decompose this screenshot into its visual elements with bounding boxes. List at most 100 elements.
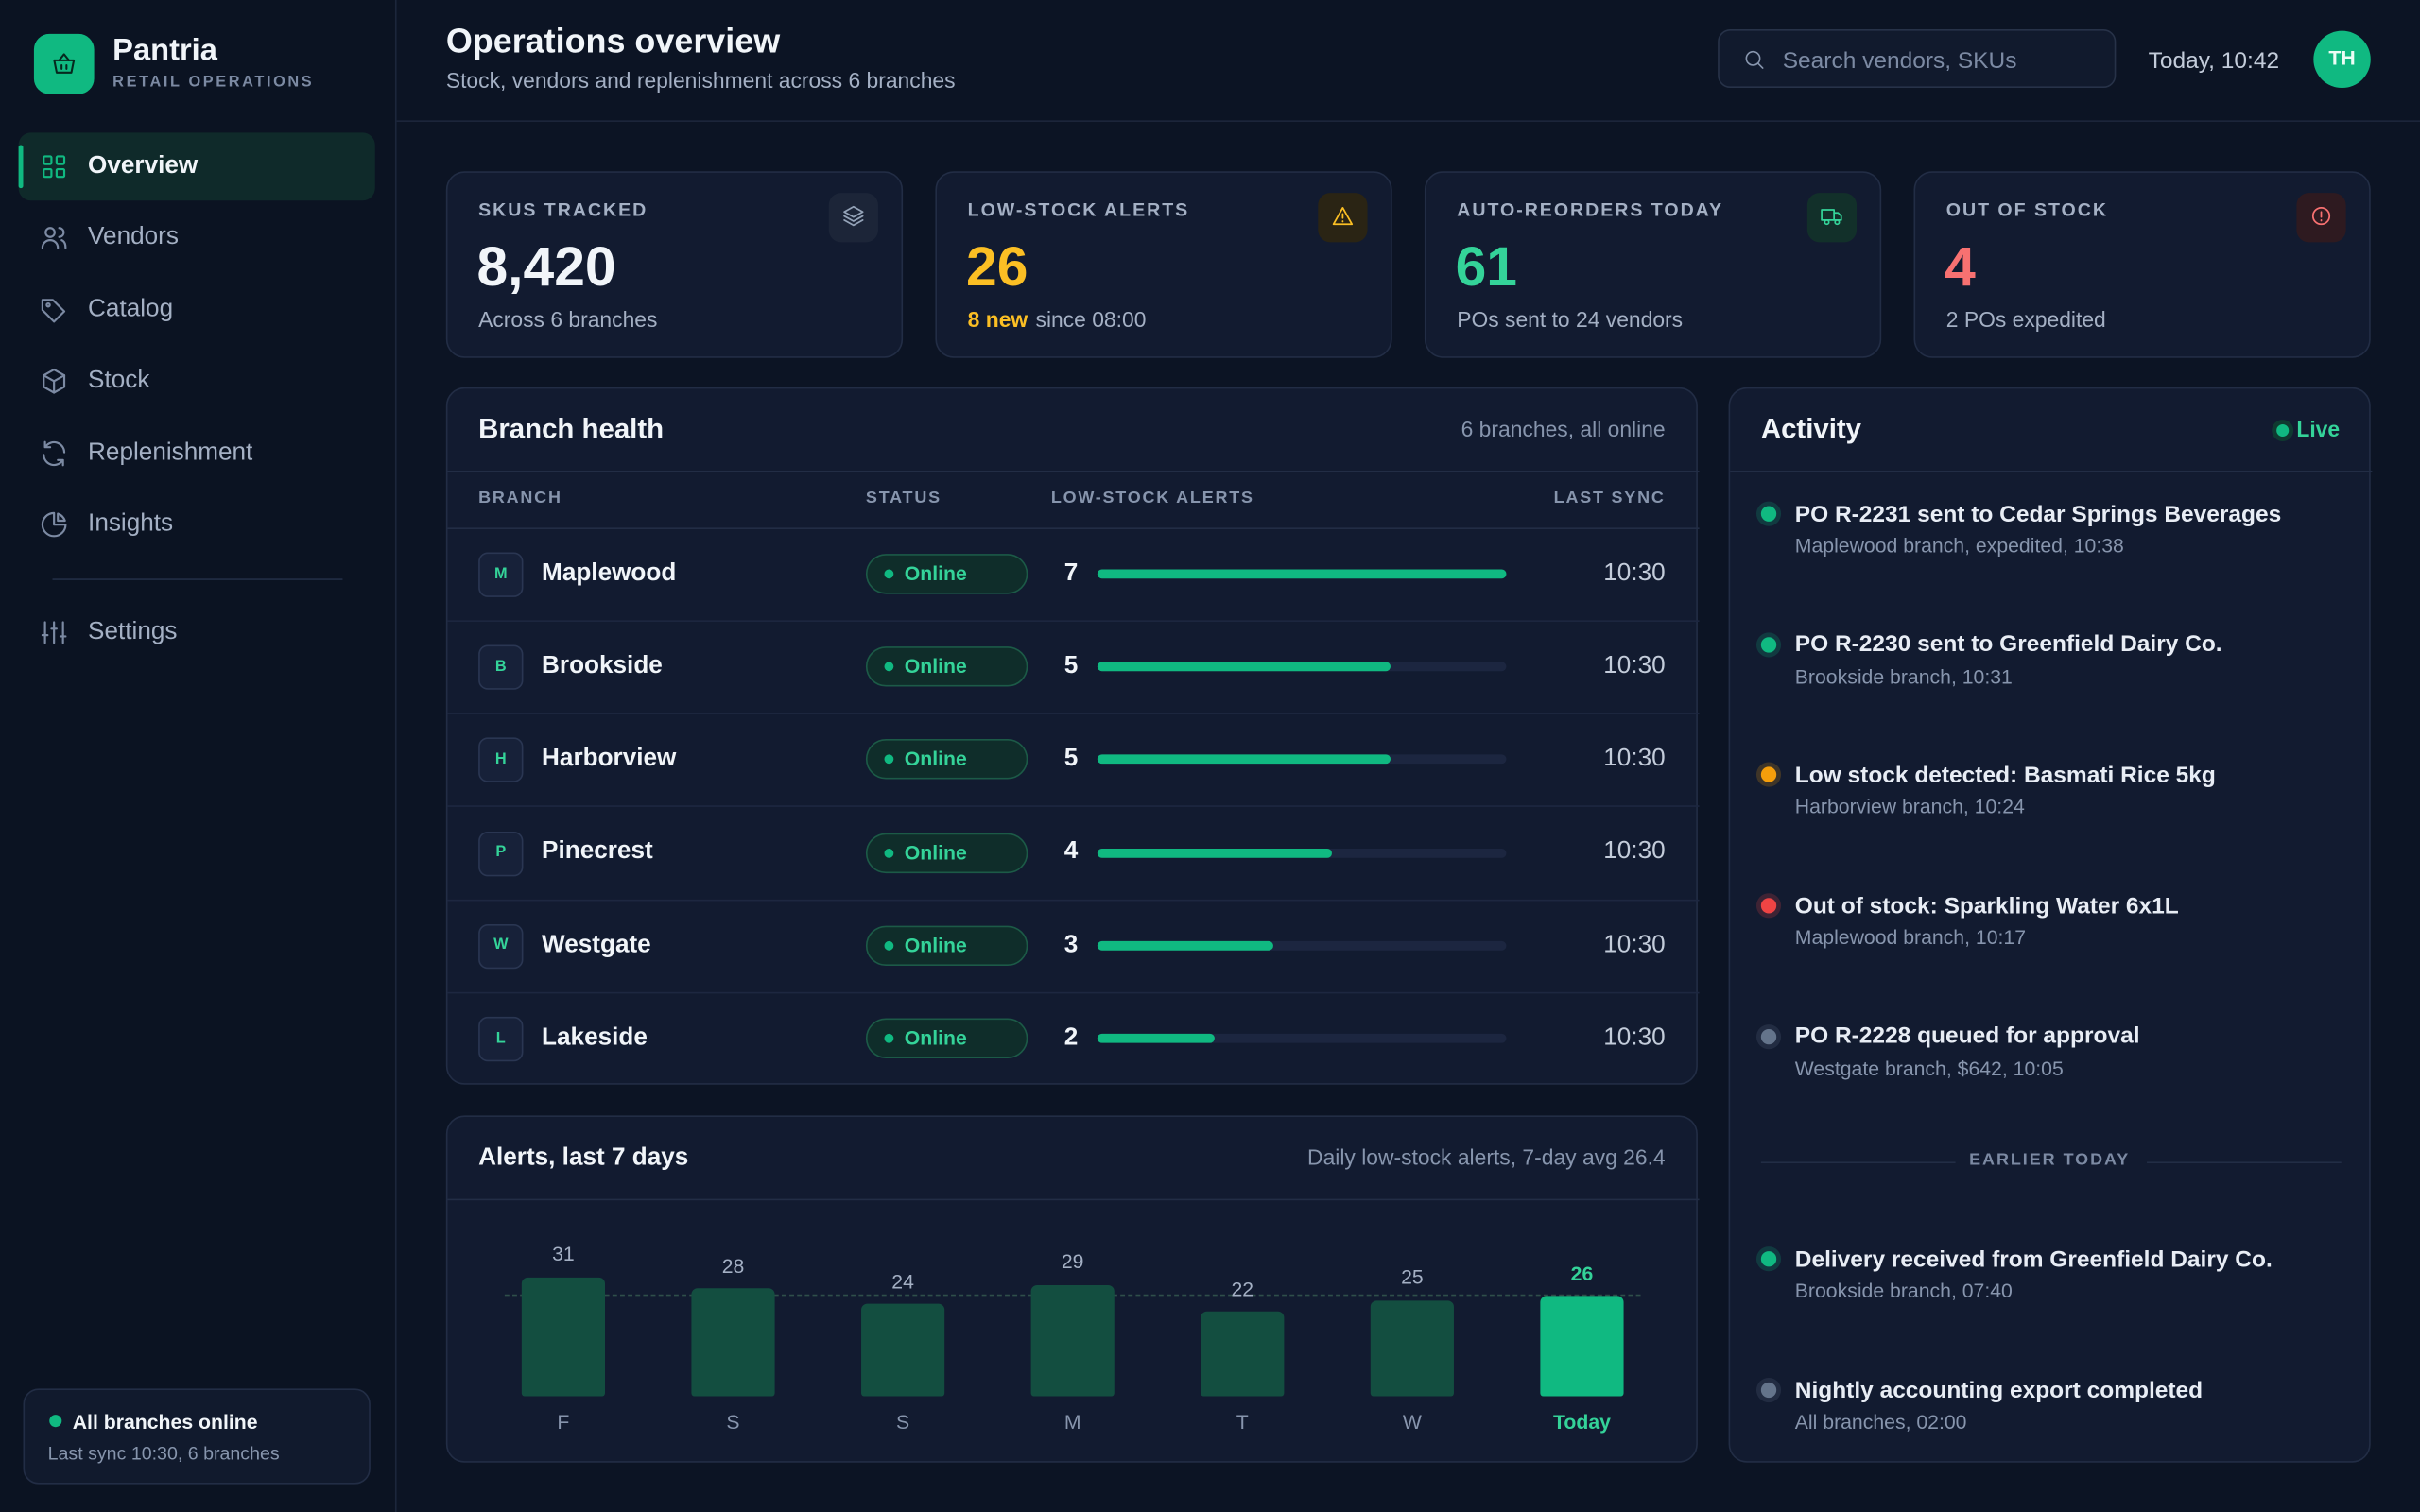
column-header: LOW-STOCK ALERTS [1050, 490, 1254, 508]
kpi-detail: 2 POs expedited [1945, 307, 2106, 333]
kpi-value: 8,420 [476, 233, 616, 298]
kpi-icon [1332, 206, 1354, 226]
status-dot [884, 1033, 894, 1043]
branch-badge [478, 923, 524, 969]
status-pill [865, 554, 1028, 594]
status-label: Online [904, 654, 967, 678]
page-subtitle: Stock, vendors and replenishment across … [445, 68, 956, 94]
status-dot [884, 848, 894, 858]
alert-bar [1097, 569, 1507, 579]
card-title: Activity [1760, 414, 1862, 445]
alert-bar [1097, 1033, 1215, 1043]
search-placeholder: Search vendors, SKUs [1782, 46, 2017, 74]
alert-count: 5 [1063, 652, 1079, 679]
avatar-initials: TH [2328, 46, 2356, 71]
bar-value: 24 [891, 1269, 914, 1293]
alert-count: 4 [1063, 838, 1079, 865]
alert-count: 2 [1063, 1023, 1079, 1051]
status-label: Online [904, 747, 967, 771]
last-sync: 10:30 [1603, 559, 1666, 587]
live-dot [2276, 423, 2290, 438]
activity-detail: Maplewood branch, expedited, 10:38 [1794, 533, 2124, 558]
row-divider [447, 620, 1700, 622]
logo-icon [53, 53, 76, 74]
branch-badge [478, 1016, 524, 1062]
kpi-detail: Across 6 branches [478, 307, 658, 333]
kpi-value: 26 [966, 233, 1028, 298]
nav-icon [41, 621, 67, 644]
activity-title: PO R-2228 queued for approval [1794, 1022, 2140, 1050]
activity-dot [1760, 1028, 1777, 1044]
nav-item[interactable] [19, 490, 375, 558]
kpi-icon [2311, 206, 2331, 226]
kpi-card: LOW-STOCK ALERTS 26 8 new since 08:00 [935, 171, 1392, 358]
search[interactable] [1718, 29, 2117, 89]
card-divider [1730, 470, 2373, 472]
bar [1540, 1296, 1624, 1397]
kpi-value: 61 [1455, 233, 1517, 298]
card-title: Alerts, last 7 days [478, 1144, 689, 1171]
kpi-label: SKUS TRACKED [478, 198, 648, 220]
nav-label: Replenishment [88, 438, 253, 466]
bar-category: F [557, 1410, 570, 1434]
bar [1030, 1284, 1115, 1397]
card-divider [447, 1198, 1700, 1201]
branch-name: Harborview [542, 745, 677, 772]
nav-icon [41, 227, 67, 249]
alert-bar [1097, 755, 1391, 765]
sidebar [0, 0, 397, 1512]
branch-initial: M [493, 565, 508, 583]
nav-active-bar [18, 145, 24, 189]
status-label: Online [904, 933, 967, 956]
branch-health-card: Branch health 6 branches, all online BRANC… [445, 387, 1700, 1085]
nav-item[interactable] [19, 276, 375, 344]
bar-value: 31 [552, 1242, 575, 1266]
bar-category: Today [1552, 1410, 1611, 1434]
bar-category: T [1236, 1410, 1249, 1434]
bar-value: 26 [1570, 1262, 1594, 1285]
kpi-card: SKUS TRACKED 8,420 Across 6 branches [445, 171, 904, 358]
brand: Pantria [112, 33, 217, 68]
status-dot [884, 755, 894, 765]
bar [691, 1288, 775, 1397]
status-pill [865, 832, 1028, 873]
nav-item[interactable] [18, 132, 375, 201]
bar-value: 22 [1231, 1277, 1254, 1301]
activity-title: Delivery received from Greenfield Dairy … [1794, 1246, 2273, 1273]
kpi-card: OUT OF STOCK 4 2 POs expedited [1913, 171, 2371, 358]
activity-dot [1760, 767, 1777, 783]
alert-bar [1097, 662, 1391, 672]
nav-item[interactable] [19, 204, 375, 272]
divider-label: EARLIER TODAY [1969, 1151, 2131, 1171]
clock: Today, 10:42 [2148, 46, 2280, 74]
divider-line [1760, 1161, 1956, 1164]
activity-detail: Brookside branch, 10:31 [1794, 664, 2013, 688]
page-title: Operations overview [445, 21, 781, 60]
branch-name: Lakeside [542, 1023, 648, 1051]
branch-badge [478, 644, 524, 691]
nav-item[interactable] [19, 598, 375, 666]
branch-badge [478, 552, 524, 597]
avatar[interactable] [2313, 30, 2371, 89]
alerts-chart-card: Alerts, last 7 days Daily low-stock alert… [445, 1115, 1700, 1463]
kpi-highlight: 8 new [967, 307, 1028, 333]
tagline: RETAIL OPERATIONS [112, 74, 315, 92]
activity-dot [1760, 898, 1777, 914]
row-divider [447, 805, 1700, 808]
nav-label: Settings [88, 618, 178, 645]
branch-badge [478, 831, 524, 876]
activity-title: PO R-2231 sent to Cedar Springs Beverage… [1794, 500, 2282, 527]
nav-item[interactable] [19, 347, 375, 415]
column-header: LAST SYNC [1553, 490, 1666, 508]
divider-line [2147, 1161, 2342, 1164]
search-icon [1745, 50, 1764, 69]
status-pill [865, 646, 1028, 687]
branch-initial: W [493, 936, 509, 954]
branch-initial: B [494, 658, 507, 676]
column-header: BRANCH [478, 490, 562, 508]
status-label: Online [904, 839, 967, 864]
branch-name: Brookside [542, 652, 663, 679]
bar-category: S [896, 1410, 910, 1434]
bar [1201, 1311, 1285, 1397]
